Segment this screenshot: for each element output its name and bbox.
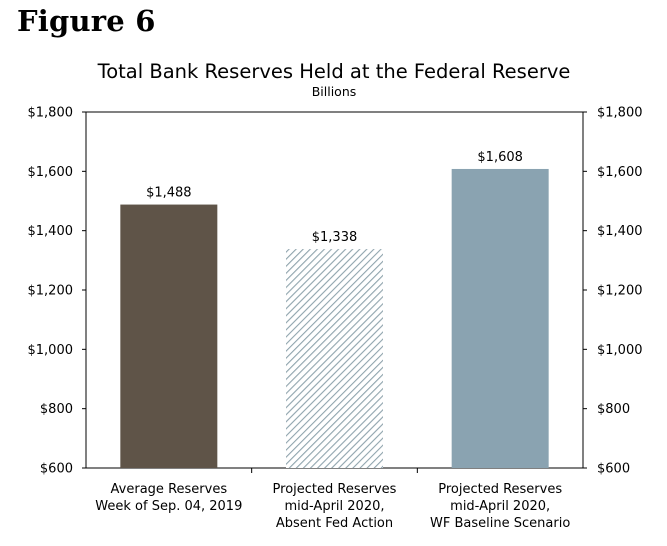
chart-subtitle: Billions xyxy=(312,84,357,99)
chart-title: Total Bank Reserves Held at the Federal … xyxy=(97,60,571,83)
right-y-tick-label: $1,400 xyxy=(597,224,643,239)
x-category-label: mid-April 2020, xyxy=(450,499,550,514)
x-category-label: Week of Sep. 04, 2019 xyxy=(95,499,242,514)
left-y-axis: $600 $800 $1,000 $1,200 $1,400 $1,600 $1,800 xyxy=(28,106,86,477)
left-y-tick-label: $1,000 xyxy=(28,343,74,358)
right-y-tick-label: $1,600 xyxy=(597,165,643,180)
right-y-axis: $600 $800 $1,000 $1,200 $1,400 $1,600 $1,800 xyxy=(583,106,643,477)
right-y-tick-label: $600 xyxy=(597,462,630,477)
right-y-tick-label: $1,000 xyxy=(597,343,643,358)
right-y-tick-label: $800 xyxy=(597,402,630,417)
left-y-tick-label: $1,800 xyxy=(28,106,74,121)
left-y-tick-label: $800 xyxy=(40,402,73,417)
left-y-tick-label: $600 xyxy=(40,462,73,477)
bar xyxy=(451,168,549,468)
right-y-tick-label: $1,800 xyxy=(597,106,643,121)
bar xyxy=(120,204,218,468)
x-category-label: Average Reserves xyxy=(111,482,228,497)
bar-series: $1,488 $1,338 $1,608 xyxy=(120,150,549,468)
x-category-label: Projected Reserves xyxy=(273,482,397,497)
x-category-label: Absent Fed Action xyxy=(276,516,393,531)
x-category-label: mid-April 2020, xyxy=(285,499,385,514)
left-y-tick-label: $1,400 xyxy=(28,224,74,239)
bar-value-label: $1,608 xyxy=(477,150,523,165)
bar xyxy=(286,249,383,468)
bar-value-label: $1,488 xyxy=(146,186,192,201)
right-y-tick-label: $1,200 xyxy=(597,284,643,299)
bar-value-label: $1,338 xyxy=(312,230,358,245)
x-category-label: WF Baseline Scenario xyxy=(430,516,570,531)
left-y-tick-label: $1,200 xyxy=(28,284,74,299)
x-axis-categories: Average Reserves Week of Sep. 04, 2019 Pro… xyxy=(95,468,570,531)
x-category-label: Projected Reserves xyxy=(438,482,562,497)
left-y-tick-label: $1,600 xyxy=(28,165,74,180)
figure-label: Figure 6 xyxy=(17,4,156,38)
